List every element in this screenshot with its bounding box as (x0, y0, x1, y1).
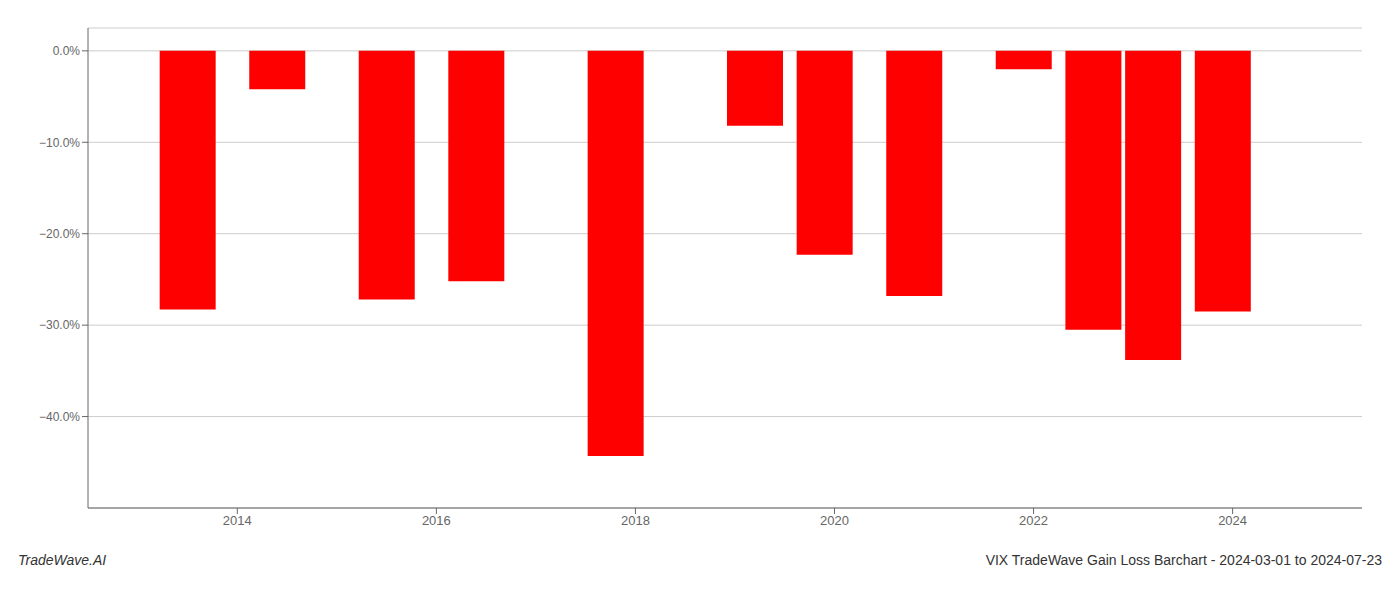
svg-text:−40.0%: −40.0% (39, 410, 80, 424)
html-text:VIX TradeWave Gain Loss Barcha: VIX TradeWave Gain Loss Barchart - 2024-… (985, 552, 1382, 568)
svg-text:2022: 2022 (1019, 513, 1048, 528)
svg-text:2016: 2016 (422, 513, 451, 528)
svg-text:2014: 2014 (223, 513, 252, 528)
svg-text:−20.0%: −20.0% (39, 227, 80, 241)
svg-text:2020: 2020 (820, 513, 849, 528)
svg-text:−30.0%: −30.0% (39, 318, 80, 332)
html-text:TradeWave.AI: TradeWave.AI (18, 552, 107, 568)
svg-text:0.0%: 0.0% (53, 44, 81, 58)
svg-text:2024: 2024 (1218, 513, 1247, 528)
svg-text:2018: 2018 (621, 513, 650, 528)
svg-text:−10.0%: −10.0% (39, 136, 80, 150)
